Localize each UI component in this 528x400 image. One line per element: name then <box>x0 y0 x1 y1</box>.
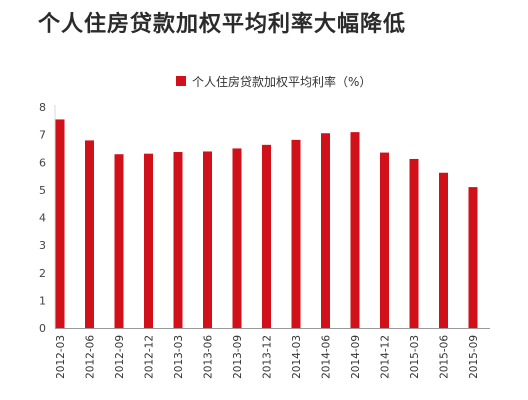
x-tick-label: 2013-03 <box>173 335 185 379</box>
x-tick-label: 2012-09 <box>114 335 126 379</box>
y-tick-label: 7 <box>39 129 46 142</box>
y-tick-label: 2 <box>39 267 46 280</box>
bar-2014-09 <box>350 132 360 328</box>
bar-2012-12 <box>144 153 153 328</box>
x-tick-label: 2015-09 <box>468 335 480 379</box>
bar-2012-09 <box>114 154 124 328</box>
y-tick-label: 0 <box>39 322 46 335</box>
y-tick-label: 4 <box>39 212 46 225</box>
bar-2014-03 <box>291 139 301 328</box>
x-tick-label: 2014-12 <box>380 335 392 379</box>
y-tick-label: 6 <box>39 156 46 169</box>
x-tick-label: 2013-06 <box>203 335 215 379</box>
bar-2013-03 <box>173 152 183 328</box>
bar-2013-12 <box>262 144 271 328</box>
y-tick-label: 3 <box>39 239 46 252</box>
bar-2015-03 <box>409 158 419 328</box>
legend-swatch <box>176 76 186 86</box>
x-tick-label: 2012-03 <box>55 335 67 379</box>
x-tick-label: 2013-09 <box>232 335 244 379</box>
x-tick-label: 2012-06 <box>85 335 97 379</box>
x-tick-label: 2014-03 <box>291 335 303 379</box>
x-tick-label: 2014-06 <box>321 335 333 379</box>
bar-2013-06 <box>203 151 212 328</box>
chart-title: 个人住房贷款加权平均利率大幅降低 <box>38 12 407 37</box>
bar-2012-03 <box>55 119 65 329</box>
x-tick-label: 2013-12 <box>262 335 274 379</box>
x-tick-label: 2012-12 <box>144 335 156 379</box>
x-tick-label: 2015-03 <box>409 335 421 379</box>
bar-2014-12 <box>380 152 389 328</box>
x-tick-label: 2015-06 <box>439 335 451 379</box>
legend: 个人住房贷款加权平均利率（%） <box>176 74 371 89</box>
bar-2012-06 <box>85 140 94 328</box>
bar-2014-06 <box>321 133 330 328</box>
y-tick-label: 8 <box>39 101 46 114</box>
y-tick-label: 5 <box>39 184 46 197</box>
bar-2015-06 <box>439 172 448 328</box>
x-tick-label: 2014-09 <box>350 335 362 379</box>
y-tick-label: 1 <box>39 294 46 307</box>
legend-label: 个人住房贷款加权平均利率（%） <box>192 74 371 89</box>
bar-2013-09 <box>232 148 242 328</box>
bar-2015-09 <box>468 187 478 328</box>
